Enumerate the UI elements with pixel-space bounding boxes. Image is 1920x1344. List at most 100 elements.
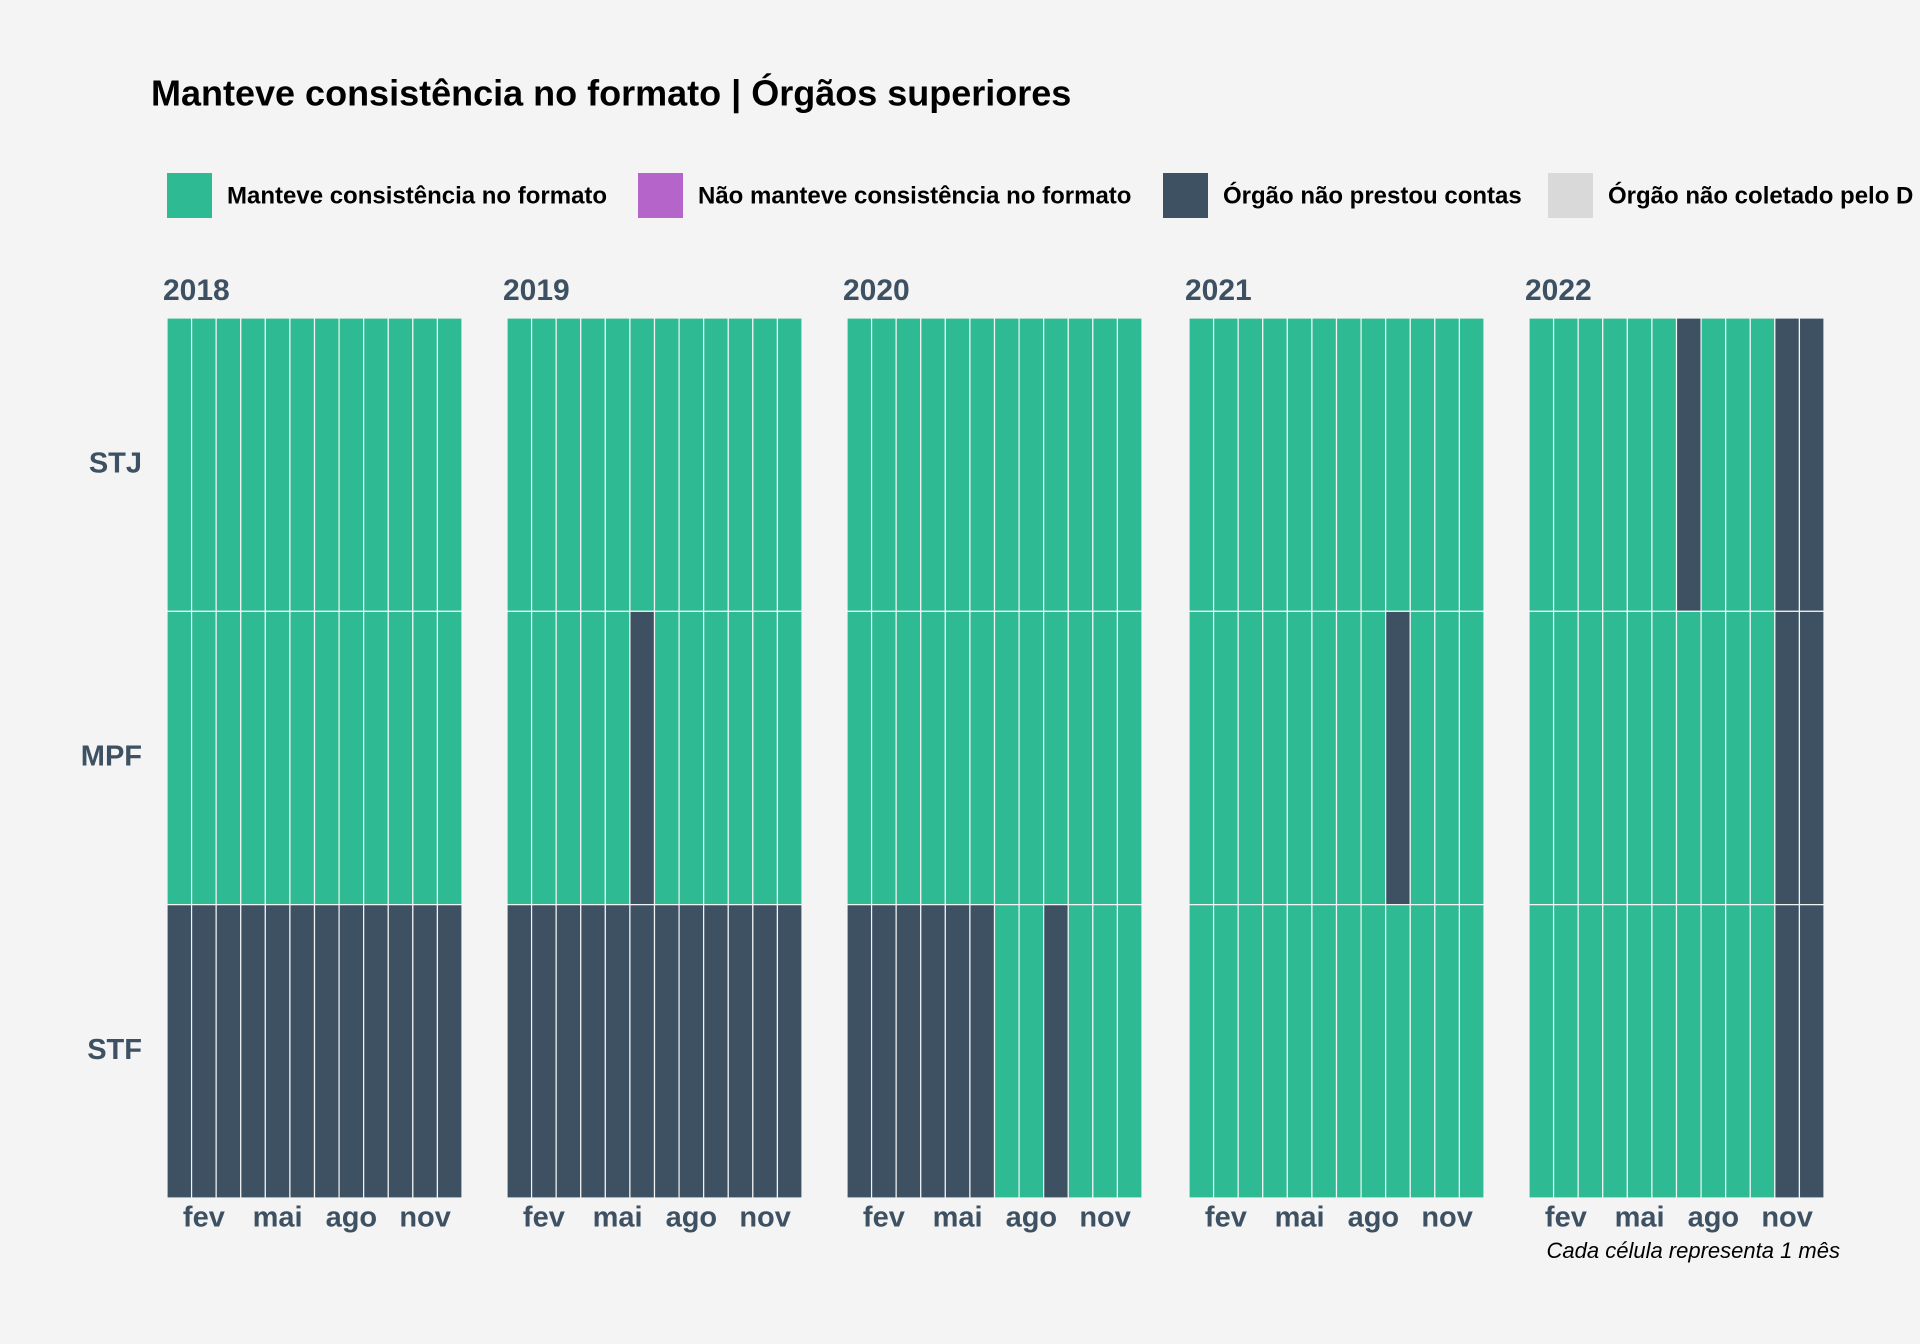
- cell: [1237, 317, 1264, 612]
- cell: [895, 317, 922, 612]
- cell: [1577, 904, 1604, 1199]
- cell: [1335, 610, 1362, 906]
- cell: [166, 610, 193, 906]
- cell: [1018, 317, 1045, 612]
- legend-label: Órgão não prestou contas: [1223, 181, 1522, 209]
- cell: [289, 904, 316, 1199]
- cell: [1335, 317, 1362, 612]
- x-tick-label: mai: [1615, 1202, 1665, 1234]
- cell: [846, 610, 873, 906]
- cell: [1360, 610, 1387, 906]
- cell: [1528, 904, 1555, 1199]
- cell: [190, 317, 217, 612]
- cell: [215, 317, 242, 612]
- cell: [530, 610, 557, 906]
- x-tick-label: mai: [1275, 1202, 1325, 1234]
- cell: [1116, 317, 1143, 612]
- cell: [1286, 904, 1313, 1199]
- cell: [1212, 904, 1239, 1199]
- cell: [1749, 904, 1776, 1199]
- cell: [436, 610, 463, 906]
- cell: [920, 317, 946, 612]
- cell: [313, 904, 340, 1199]
- cell: [264, 317, 291, 612]
- cell: [1116, 610, 1143, 906]
- cell: [1018, 610, 1045, 906]
- cell: [1458, 610, 1485, 906]
- cell: [264, 610, 291, 906]
- cell: [993, 610, 1020, 906]
- cell: [1458, 904, 1485, 1199]
- x-tick-label: nov: [399, 1202, 451, 1234]
- legend-label: Órgão não coletado pelo D: [1608, 181, 1913, 209]
- cell: [604, 904, 631, 1199]
- cell: [846, 317, 873, 612]
- cell: [1774, 317, 1801, 612]
- cell: [752, 610, 779, 906]
- cell: [1092, 610, 1119, 906]
- facet-label: 2018: [163, 274, 230, 307]
- cell: [363, 317, 389, 612]
- caption: Cada célula representa 1 mês: [1547, 1238, 1841, 1263]
- cell: [629, 317, 656, 612]
- cell: [1335, 904, 1362, 1199]
- cell: [920, 610, 946, 906]
- cell: [1798, 904, 1825, 1199]
- cell: [727, 317, 754, 612]
- cell: [727, 904, 754, 1199]
- cell: [1067, 610, 1094, 906]
- cell: [870, 317, 897, 612]
- cell: [363, 610, 389, 906]
- cell: [1311, 317, 1338, 612]
- cell: [1385, 610, 1411, 906]
- cell: [580, 904, 606, 1199]
- cell: [1043, 317, 1069, 612]
- x-tick-label: nov: [739, 1202, 791, 1234]
- x-tick-label: ago: [1688, 1202, 1740, 1234]
- cell: [846, 904, 873, 1199]
- cell: [653, 317, 680, 612]
- cell: [166, 317, 193, 612]
- cell: [1212, 317, 1239, 612]
- cell: [703, 317, 729, 612]
- cell: [1577, 610, 1604, 906]
- x-tick-label: ago: [1348, 1202, 1400, 1234]
- legend-swatch: [1163, 173, 1208, 218]
- cell: [338, 317, 365, 612]
- cell: [944, 317, 971, 612]
- cell: [993, 904, 1020, 1199]
- x-tick-label: fev: [523, 1202, 565, 1234]
- cell: [1286, 610, 1313, 906]
- cell: [215, 904, 242, 1199]
- cell: [895, 610, 922, 906]
- cell: [1602, 317, 1628, 612]
- cell: [1116, 904, 1143, 1199]
- cell: [1212, 610, 1239, 906]
- facet-label: 2020: [843, 274, 910, 307]
- cell: [530, 317, 557, 612]
- cell: [969, 610, 996, 906]
- cell: [1651, 317, 1678, 612]
- facet-label: 2022: [1525, 274, 1592, 307]
- cell: [313, 610, 340, 906]
- cell: [580, 610, 606, 906]
- cell: [1262, 904, 1288, 1199]
- cell: [1774, 904, 1801, 1199]
- cell: [1434, 610, 1461, 906]
- cell: [1458, 317, 1485, 612]
- cell: [1749, 610, 1776, 906]
- cell: [969, 317, 996, 612]
- cell: [506, 610, 533, 906]
- cell: [1409, 317, 1436, 612]
- cell: [1552, 610, 1579, 906]
- cell: [264, 904, 291, 1199]
- cell: [895, 904, 922, 1199]
- cell: [1552, 904, 1579, 1199]
- x-tick-label: ago: [666, 1202, 718, 1234]
- cell: [240, 904, 266, 1199]
- facet-label: 2019: [503, 274, 570, 307]
- cell: [1092, 904, 1119, 1199]
- row-label: MPF: [81, 741, 142, 773]
- cell: [1626, 904, 1653, 1199]
- cell: [604, 317, 631, 612]
